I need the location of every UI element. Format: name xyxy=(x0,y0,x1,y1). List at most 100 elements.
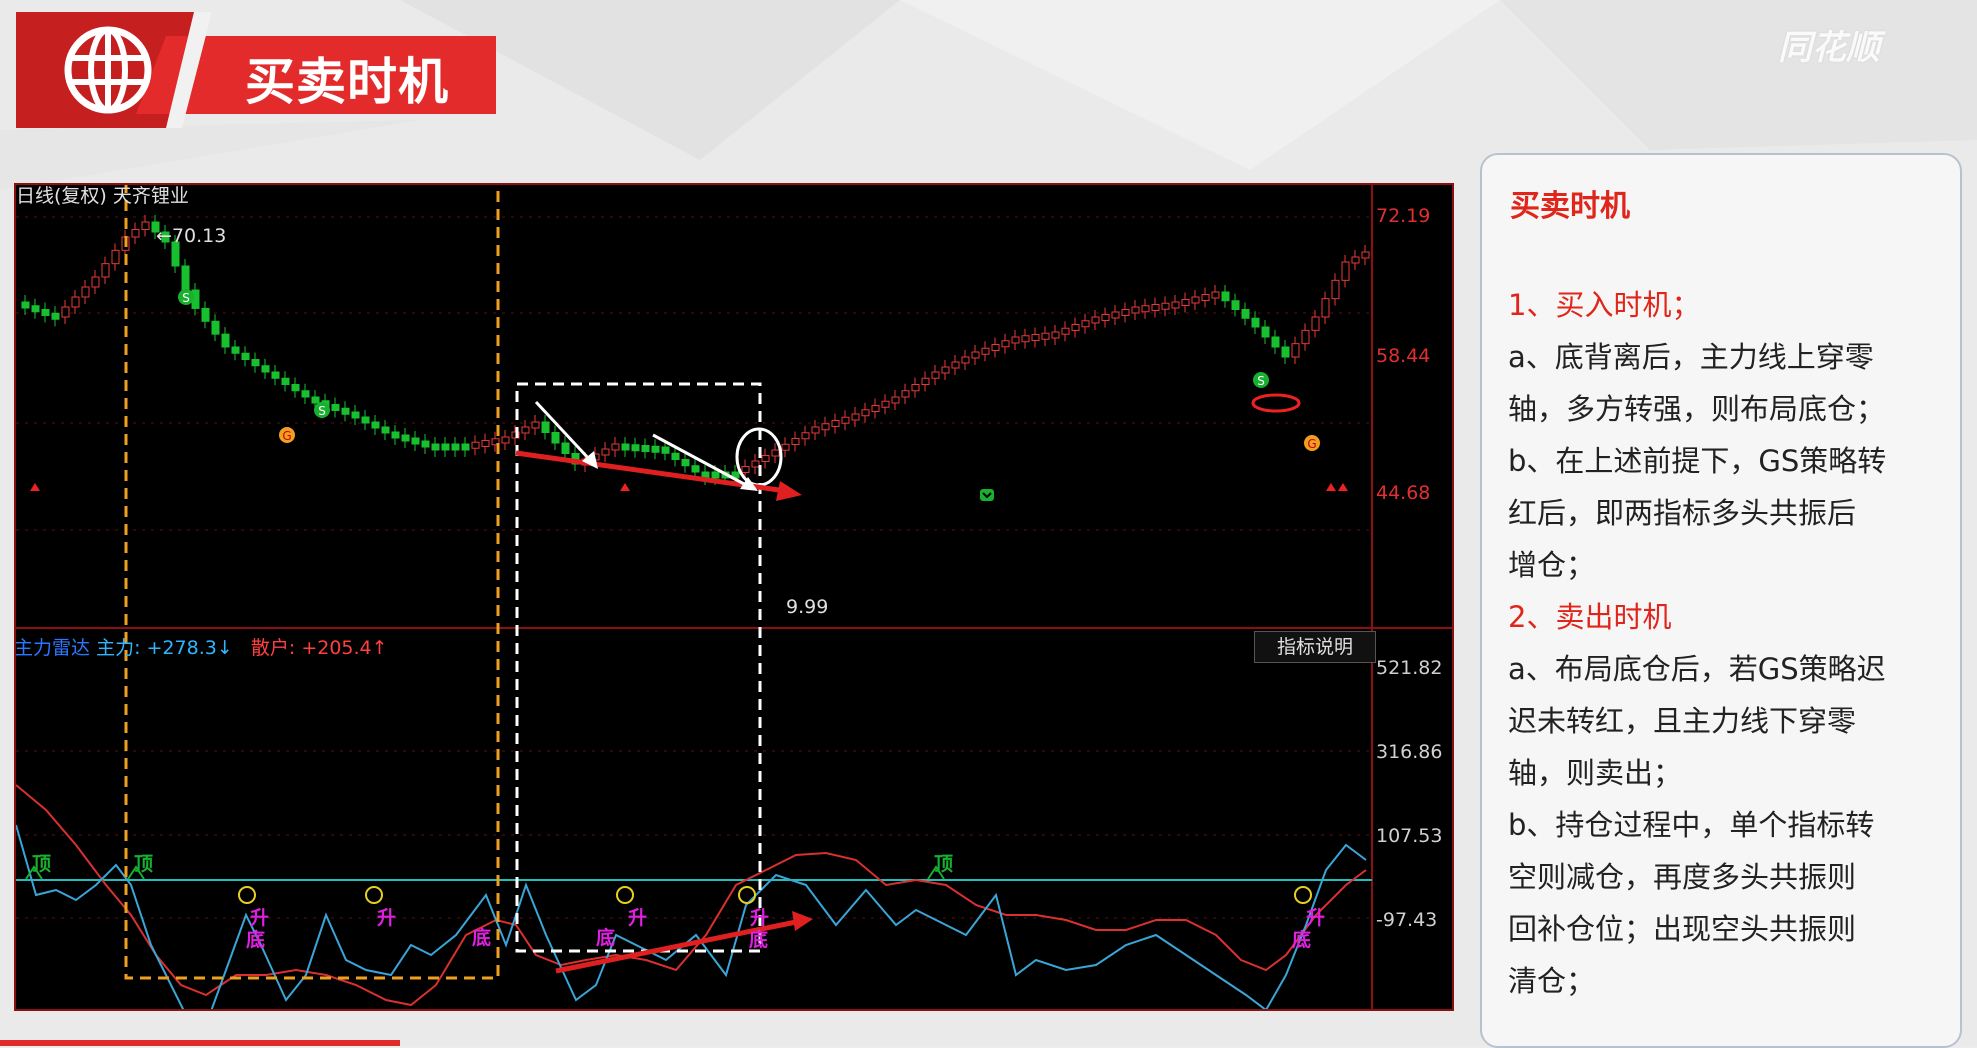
panel-line: b、持仓过程中，单个指标转 xyxy=(1508,808,1875,842)
indicator-axis-label: 521.82 xyxy=(1376,657,1443,679)
candle xyxy=(1091,316,1100,324)
indicator-name: 主力雷达 xyxy=(14,637,91,659)
panel-title: 买卖时机 xyxy=(1510,189,1630,224)
candle xyxy=(771,449,780,457)
up-annotation: 升 xyxy=(628,907,648,929)
main-force-value: 主力: +278.3 xyxy=(96,637,217,659)
s-signal-icon: S xyxy=(314,402,330,418)
candle xyxy=(811,426,820,434)
panel-line: a、布局底仓后，若GS策略迟 xyxy=(1508,652,1886,686)
candle xyxy=(1241,309,1250,319)
candle xyxy=(871,405,880,412)
candle xyxy=(381,426,390,434)
top-annotation: 顶 xyxy=(934,853,954,875)
up-marker-icon xyxy=(616,886,634,904)
candle xyxy=(561,442,570,454)
candle xyxy=(681,459,690,467)
candle xyxy=(181,265,190,291)
candlestick-series xyxy=(21,215,1370,485)
bottom-annotation: 底 xyxy=(472,927,492,949)
candle xyxy=(831,420,840,427)
candle xyxy=(91,276,100,288)
candle xyxy=(671,452,680,460)
brand-logo-text: 同花顺 xyxy=(1778,28,1880,68)
candle xyxy=(761,455,770,462)
candle xyxy=(31,305,40,313)
candle xyxy=(851,413,860,421)
candle xyxy=(741,466,750,473)
candle xyxy=(1201,294,1210,301)
candle xyxy=(1321,298,1330,318)
candle xyxy=(991,344,1000,351)
bottom-annotation: 底 xyxy=(1292,929,1312,951)
top-marker-icon xyxy=(25,865,43,880)
s-signal-icon: S xyxy=(1253,372,1269,388)
yellow-highlight-box xyxy=(124,185,500,980)
candle xyxy=(1011,336,1020,344)
candle xyxy=(841,416,850,424)
candle xyxy=(151,221,160,233)
candle xyxy=(161,231,170,243)
candle xyxy=(821,423,830,431)
bottom-annotation: 底 xyxy=(749,929,769,951)
panel-line: 1、买入时机； xyxy=(1508,288,1701,322)
candle xyxy=(641,445,650,452)
slide-title: 买卖时机 xyxy=(245,53,449,111)
candle xyxy=(261,365,270,373)
candle xyxy=(661,446,670,454)
candle xyxy=(1351,256,1360,264)
retail-value: 散户: +205.4 xyxy=(250,637,372,659)
candle xyxy=(1361,251,1370,259)
candle xyxy=(1121,309,1130,316)
candle xyxy=(631,444,640,452)
candle xyxy=(171,241,180,267)
candle xyxy=(1251,317,1260,328)
stock-chart[interactable]: S S S G G 日线(复权) 天齐锂业 ←70.1 xyxy=(14,183,1454,1011)
bottom-annotation: 底 xyxy=(596,927,616,949)
svg-text:S: S xyxy=(318,404,326,418)
candle xyxy=(1221,291,1230,302)
panel-line: 增仓； xyxy=(1508,548,1596,582)
top-annotation: 顶 xyxy=(134,853,154,875)
candle xyxy=(1291,343,1300,358)
candle xyxy=(1101,314,1110,321)
candle xyxy=(911,384,920,392)
candle xyxy=(981,347,990,355)
bottom-accent-bar xyxy=(0,1040,400,1046)
top-marker-icon xyxy=(127,865,145,880)
candle xyxy=(131,229,140,238)
chart-canvas[interactable]: S S S G G xyxy=(16,185,1452,1009)
candle xyxy=(1031,334,1040,341)
up-annotation: 升 xyxy=(1306,907,1326,929)
indicator-axis-label: 316.86 xyxy=(1376,741,1443,763)
indicator-axis-label: 107.53 xyxy=(1376,825,1443,847)
candle xyxy=(331,404,340,411)
up-annotation: 升 xyxy=(750,907,770,929)
candle xyxy=(211,320,220,335)
candle xyxy=(941,366,950,374)
candle xyxy=(951,361,960,369)
candle xyxy=(251,359,260,367)
candle xyxy=(1301,329,1310,345)
top-marker-icon xyxy=(927,865,945,880)
candle xyxy=(901,390,910,398)
globe-icon xyxy=(64,26,152,114)
bottom-annotation: 底 xyxy=(246,929,266,951)
candle xyxy=(481,440,490,447)
indicator-explain-button[interactable]: 指标说明 xyxy=(1254,631,1376,663)
candle xyxy=(241,352,250,360)
candle xyxy=(1071,324,1080,331)
candle xyxy=(601,448,610,456)
candle xyxy=(1231,300,1240,310)
candle xyxy=(1211,291,1220,299)
candle xyxy=(61,306,70,318)
svg-text:S: S xyxy=(182,291,190,305)
candle xyxy=(421,440,430,448)
top-annotation: 顶 xyxy=(32,853,52,875)
candle xyxy=(1281,346,1290,358)
candle xyxy=(111,249,120,265)
candle xyxy=(1061,327,1070,335)
candle xyxy=(391,431,400,439)
svg-text:G: G xyxy=(282,429,291,443)
svg-text:G: G xyxy=(1307,437,1316,451)
